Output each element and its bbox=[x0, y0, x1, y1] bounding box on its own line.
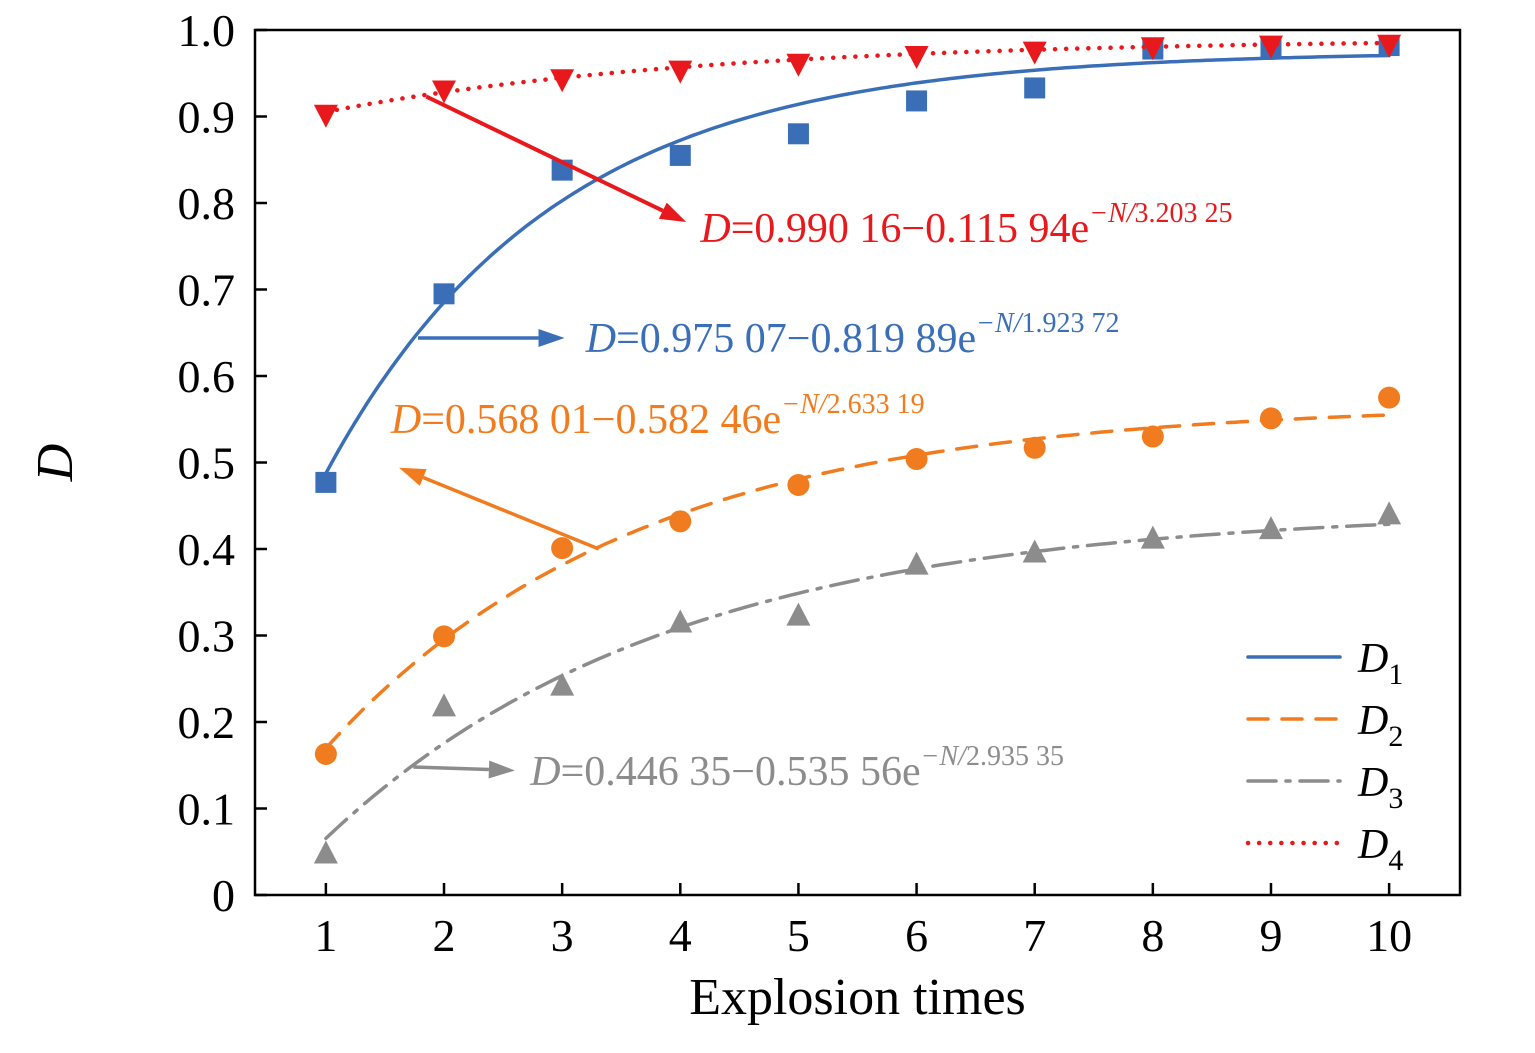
marker-circle bbox=[787, 473, 810, 496]
marker-circle bbox=[1141, 425, 1164, 448]
marker-triangle-down bbox=[1022, 41, 1047, 65]
legend-label-D2: D2 bbox=[1357, 698, 1403, 753]
marker-triangle-up bbox=[1022, 539, 1047, 563]
legend: D1 D2 D3 D4 bbox=[1245, 636, 1403, 877]
marker-triangle-down bbox=[432, 80, 457, 104]
marker-triangle-down bbox=[1258, 35, 1283, 59]
annotation-arrow-head bbox=[658, 202, 687, 223]
y-axis-label: D bbox=[27, 444, 84, 483]
legend-label-D1: D1 bbox=[1357, 636, 1403, 691]
annotation-D3: D=0.446 35−0.535 56e−N/2.935 35 bbox=[413, 741, 1064, 795]
annotation-formula-D4: D=0.990 16−0.115 94e−N/3.203 25 bbox=[699, 198, 1232, 252]
marker-circle bbox=[669, 510, 692, 533]
marker-triangle-down bbox=[550, 69, 575, 93]
y-tick-label: 0.5 bbox=[178, 438, 236, 489]
y-tick-label: 0.2 bbox=[178, 697, 236, 748]
annotation-D4: D=0.990 16−0.115 94e−N/3.203 25 bbox=[425, 94, 1233, 252]
y-tick-label: 0.1 bbox=[178, 784, 236, 835]
marker-triangle-down bbox=[313, 104, 338, 128]
annotation-formula-D3: D=0.446 35−0.535 56e−N/2.935 35 bbox=[529, 741, 1064, 795]
x-tick-label: 9 bbox=[1259, 910, 1282, 961]
annotation-arrow-line bbox=[413, 765, 489, 772]
marker-square bbox=[669, 144, 691, 166]
fit-curve-D2 bbox=[324, 413, 1391, 751]
marker-square bbox=[1024, 77, 1046, 99]
marker-circle bbox=[551, 537, 574, 560]
annotation-D2: D=0.568 01−0.582 46e−N/2.633 19 bbox=[390, 389, 925, 551]
annotation-D1: D=0.975 07−0.819 89e−N/1.923 72 bbox=[418, 308, 1120, 362]
marker-triangle-up bbox=[313, 840, 338, 864]
x-tick-label: 7 bbox=[1023, 910, 1046, 961]
marker-square bbox=[433, 283, 455, 305]
annotation-formula-D1: D=0.975 07−0.819 89e−N/1.923 72 bbox=[585, 308, 1120, 362]
marker-triangle-up bbox=[1258, 516, 1283, 540]
marker-triangle-down bbox=[668, 60, 693, 84]
annotation-arrow-line bbox=[422, 475, 600, 551]
x-tick-label: 5 bbox=[787, 910, 810, 961]
legend-label-D3: D3 bbox=[1357, 760, 1403, 815]
marker-triangle-down bbox=[904, 45, 929, 69]
y-tick-label: 0.8 bbox=[178, 178, 236, 229]
marker-circle bbox=[1378, 386, 1401, 409]
fit-curve-D3 bbox=[324, 522, 1391, 841]
x-tick-label: 10 bbox=[1366, 910, 1412, 961]
y-tick-label: 0.3 bbox=[178, 611, 236, 662]
marker-triangle-down bbox=[1377, 34, 1402, 58]
annotation-arrow-head bbox=[488, 760, 515, 779]
marker-triangle-up bbox=[550, 672, 575, 696]
marker-triangle-up bbox=[668, 609, 693, 633]
y-tick-label: 0.6 bbox=[178, 351, 236, 402]
marker-circle bbox=[314, 743, 337, 766]
x-tick-label: 3 bbox=[551, 910, 574, 961]
marker-triangle-up bbox=[904, 551, 929, 575]
y-tick-label: 0.7 bbox=[178, 265, 236, 316]
legend-label-D4: D4 bbox=[1357, 822, 1403, 877]
axes: 1 2 3 4 5 6 7 8 9 10 0 0.1 0.2 0.3 0.4 0.5 0.6 0.7 0.8 0.9 1… bbox=[178, 5, 1462, 961]
marker-triangle-up bbox=[432, 693, 457, 717]
marker-square bbox=[315, 471, 337, 493]
x-tick-label: 6 bbox=[905, 910, 928, 961]
annotation-arrow-head bbox=[538, 328, 565, 347]
y-tick-label: 0 bbox=[212, 870, 235, 921]
marker-triangle-down bbox=[786, 53, 811, 77]
fit-curve-D4 bbox=[323, 40, 1392, 115]
series-D2 bbox=[314, 386, 1401, 766]
marker-triangle-up bbox=[1377, 501, 1402, 525]
x-tick-label: 1 bbox=[314, 910, 337, 961]
x-axis-label: Explosion times bbox=[689, 969, 1026, 1026]
x-tick-label: 4 bbox=[669, 910, 692, 961]
marker-triangle-up bbox=[1140, 525, 1165, 549]
marker-circle bbox=[433, 625, 456, 648]
x-tick-label: 8 bbox=[1141, 910, 1164, 961]
marker-triangle-up bbox=[786, 602, 811, 626]
y-tick-label: 0.4 bbox=[178, 524, 236, 575]
annotation-arrow-line bbox=[425, 94, 664, 213]
annotation-formula-D2: D=0.568 01−0.582 46e−N/2.633 19 bbox=[390, 389, 925, 443]
marker-circle bbox=[905, 448, 928, 471]
fit-curve-D1 bbox=[324, 53, 1391, 476]
marker-circle bbox=[1259, 407, 1282, 430]
x-tick-label: 2 bbox=[433, 910, 456, 961]
marker-triangle-down bbox=[1140, 37, 1165, 61]
y-tick-label: 0.9 bbox=[178, 92, 236, 143]
series-D3 bbox=[313, 501, 1402, 864]
series-D4 bbox=[313, 34, 1402, 128]
marker-square bbox=[906, 90, 928, 112]
y-tick-label: 1.0 bbox=[178, 5, 236, 56]
marker-circle bbox=[1023, 436, 1046, 459]
marker-square bbox=[787, 123, 809, 145]
annotation-arrow-head bbox=[399, 467, 427, 486]
